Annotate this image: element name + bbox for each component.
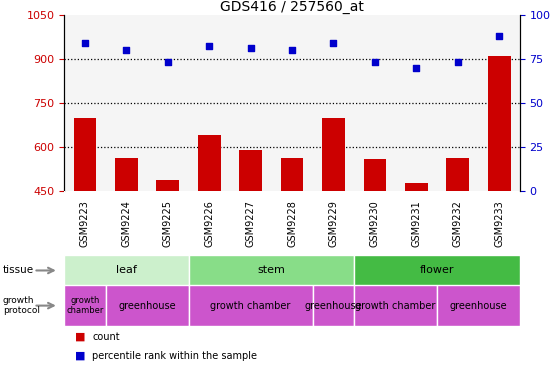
Point	[288, 47, 297, 53]
Bar	[157, 180, 179, 191]
Text: stem: stem	[258, 265, 285, 276]
Bar	[363, 159, 386, 191]
Text: flower: flower	[420, 265, 454, 276]
Bar	[322, 118, 345, 191]
Text: ■: ■	[75, 351, 86, 361]
Text: GSM9223: GSM9223	[80, 200, 90, 247]
Text: growth chamber: growth chamber	[356, 300, 436, 311]
Point	[163, 59, 172, 65]
Text: tissue: tissue	[3, 265, 34, 276]
Text: count: count	[92, 332, 120, 341]
Text: GSM9227: GSM9227	[245, 200, 255, 247]
Text: greenhouse: greenhouse	[119, 300, 176, 311]
Bar	[106, 285, 188, 326]
Text: greenhouse: greenhouse	[449, 300, 507, 311]
Bar	[313, 285, 354, 326]
Bar	[74, 118, 96, 191]
Point	[371, 59, 380, 65]
Bar	[488, 56, 510, 191]
Text: GSM9228: GSM9228	[287, 200, 297, 247]
Text: GSM9233: GSM9233	[494, 200, 504, 247]
Text: growth
chamber: growth chamber	[67, 296, 103, 315]
Point	[122, 47, 131, 53]
Text: growth chamber: growth chamber	[211, 300, 291, 311]
Text: GSM9231: GSM9231	[411, 200, 421, 247]
Bar	[115, 157, 138, 191]
Text: GSM9230: GSM9230	[370, 200, 380, 247]
Text: leaf: leaf	[116, 265, 137, 276]
Bar	[446, 157, 469, 191]
Point	[80, 40, 89, 46]
Text: greenhouse: greenhouse	[305, 300, 362, 311]
Point	[412, 65, 421, 71]
Bar	[354, 255, 520, 285]
Point	[329, 40, 338, 46]
Text: GSM9226: GSM9226	[204, 200, 214, 247]
Bar	[405, 183, 428, 191]
Bar	[64, 255, 188, 285]
Text: GSM9232: GSM9232	[453, 200, 463, 247]
Text: GSM9229: GSM9229	[329, 200, 339, 247]
Text: growth
protocol: growth protocol	[3, 296, 40, 315]
Point	[246, 45, 255, 51]
Bar	[188, 285, 313, 326]
Point	[495, 33, 504, 39]
Text: ■: ■	[75, 332, 86, 341]
Bar	[437, 285, 520, 326]
Bar	[281, 157, 304, 191]
Point	[453, 59, 462, 65]
Text: GSM9225: GSM9225	[163, 200, 173, 247]
Bar	[354, 285, 437, 326]
Bar	[239, 150, 262, 191]
Text: percentile rank within the sample: percentile rank within the sample	[92, 351, 257, 361]
Title: GDS416 / 257560_at: GDS416 / 257560_at	[220, 0, 364, 14]
Bar	[198, 135, 221, 191]
Bar	[64, 285, 106, 326]
Text: GSM9224: GSM9224	[121, 200, 131, 247]
Point	[205, 44, 214, 49]
Bar	[188, 255, 354, 285]
